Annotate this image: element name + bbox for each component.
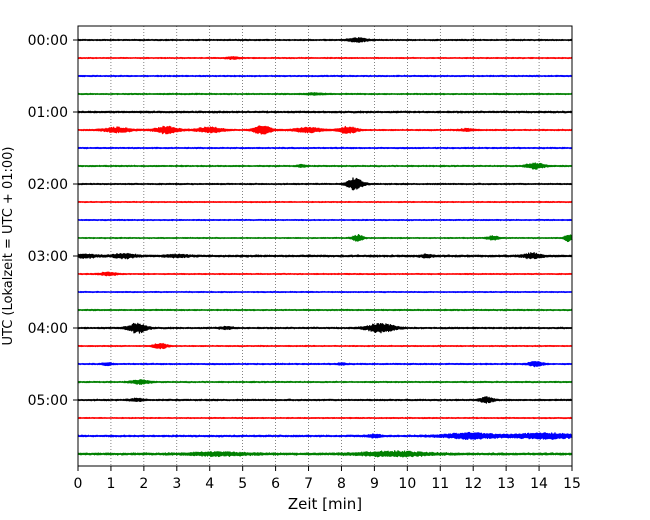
x-tick-label: 11 (431, 476, 449, 492)
y-tick-label: 00:00 (28, 33, 68, 49)
y-tick-label: 04:00 (28, 321, 68, 337)
x-tick-label: 4 (205, 476, 214, 492)
trace-0515 (77, 416, 573, 420)
traces (77, 37, 573, 458)
trace-0345 (77, 308, 573, 312)
x-tick-label: 3 (172, 476, 181, 492)
trace-0315 (77, 271, 573, 277)
trace-0200 (77, 177, 573, 191)
trace-0400 (77, 322, 573, 334)
trace-0445 (77, 379, 573, 385)
x-tick-label: 6 (271, 476, 280, 492)
x-tick-label: 2 (139, 476, 148, 492)
trace-0215 (77, 200, 573, 204)
x-tick-label: 12 (464, 476, 482, 492)
trace-0015 (77, 56, 573, 61)
x-axis-label: Zeit [min] (288, 495, 362, 513)
trace-0230 (77, 218, 573, 222)
trace-0330 (77, 290, 573, 294)
y-axis: 00:00 01:00 02:00 03:00 04:00 05:00 (28, 33, 78, 409)
y-tick-label: 03:00 (28, 249, 68, 265)
trace-0115 (77, 125, 573, 135)
trace-0100 (77, 110, 573, 114)
trace-0530 (77, 431, 573, 441)
x-tick-label: 0 (74, 476, 83, 492)
trace-0430 (77, 360, 573, 368)
trace-0045 (77, 92, 573, 96)
x-axis: 0 1 2 3 4 5 6 7 8 9 10 11 12 13 14 15 (74, 466, 581, 492)
y-tick-label: 01:00 (28, 105, 68, 121)
y-tick-label: 05:00 (28, 393, 68, 409)
y-axis-label: UTC (Lokalzeit = UTC + 01:00) (1, 147, 16, 346)
x-tick-label: 7 (304, 476, 313, 492)
x-tick-label: 9 (370, 476, 379, 492)
trace-0145 (77, 162, 573, 170)
trace-0415 (77, 342, 573, 350)
x-tick-label: 14 (530, 476, 548, 492)
plot-frame (77, 25, 573, 467)
x-tick-label: 10 (398, 476, 416, 492)
x-tick-label: 13 (497, 476, 515, 492)
trace-0500 (77, 396, 573, 404)
trace-0545 (77, 450, 573, 458)
x-tick-label: 15 (563, 476, 581, 492)
trace-0245 (77, 234, 573, 243)
y-tick-label: 02:00 (28, 177, 68, 193)
trace-0300 (77, 252, 573, 260)
trace-0030 (77, 74, 573, 78)
x-tick-label: 5 (238, 476, 247, 492)
x-tick-label: 1 (106, 476, 115, 492)
x-tick-label: 8 (337, 476, 346, 492)
trace-0000 (77, 37, 573, 44)
trace-0130 (77, 146, 573, 150)
